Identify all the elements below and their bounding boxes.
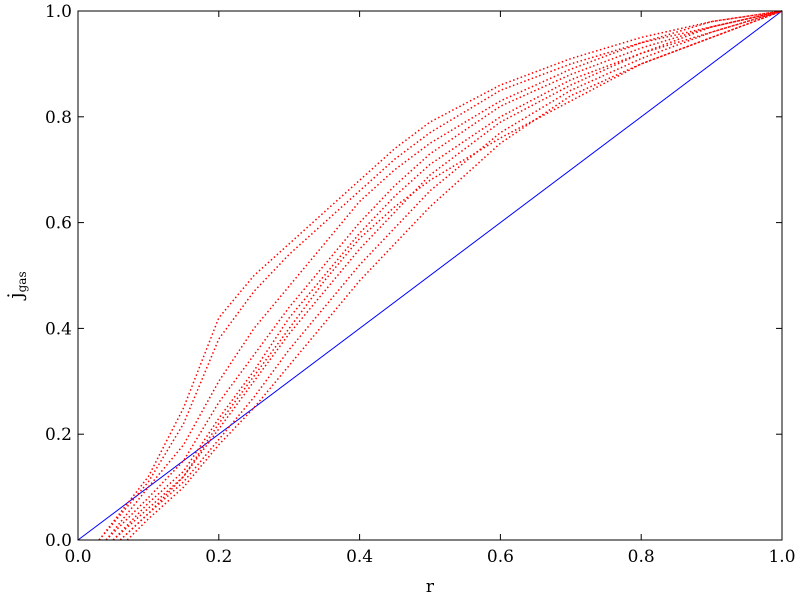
data-line (105, 10, 783, 541)
x-tick-label: 0.0 (64, 547, 91, 567)
data-line (77, 10, 783, 541)
data-line (98, 10, 783, 541)
data-line (112, 10, 783, 541)
x-tick-label: 0.4 (346, 547, 373, 567)
y-tick-label: 0.4 (45, 319, 72, 339)
data-line (119, 10, 783, 541)
data-line (126, 10, 783, 541)
data-line (119, 10, 783, 541)
data-line (105, 10, 783, 541)
y-axis-label-sub: gas (15, 271, 29, 292)
x-tick-label: 0.8 (628, 547, 655, 567)
y-tick-label: 1.0 (45, 2, 72, 22)
y-tick-label: 0.2 (45, 425, 72, 445)
y-tick-label: 0.6 (45, 214, 72, 234)
data-line (98, 10, 783, 541)
y-axis-label: jgas (3, 271, 29, 300)
x-axis-label: r (426, 577, 435, 597)
data-line (112, 10, 783, 541)
y-tick-label: 0.0 (45, 531, 72, 551)
plot-frame (77, 10, 783, 541)
x-tick-label: 1.0 (768, 547, 795, 567)
y-tick-label: 0.8 (45, 108, 72, 128)
x-tick-label: 0.6 (487, 547, 514, 567)
y-axis-label-main: j (3, 292, 27, 300)
x-tick-label: 0.2 (205, 547, 232, 567)
